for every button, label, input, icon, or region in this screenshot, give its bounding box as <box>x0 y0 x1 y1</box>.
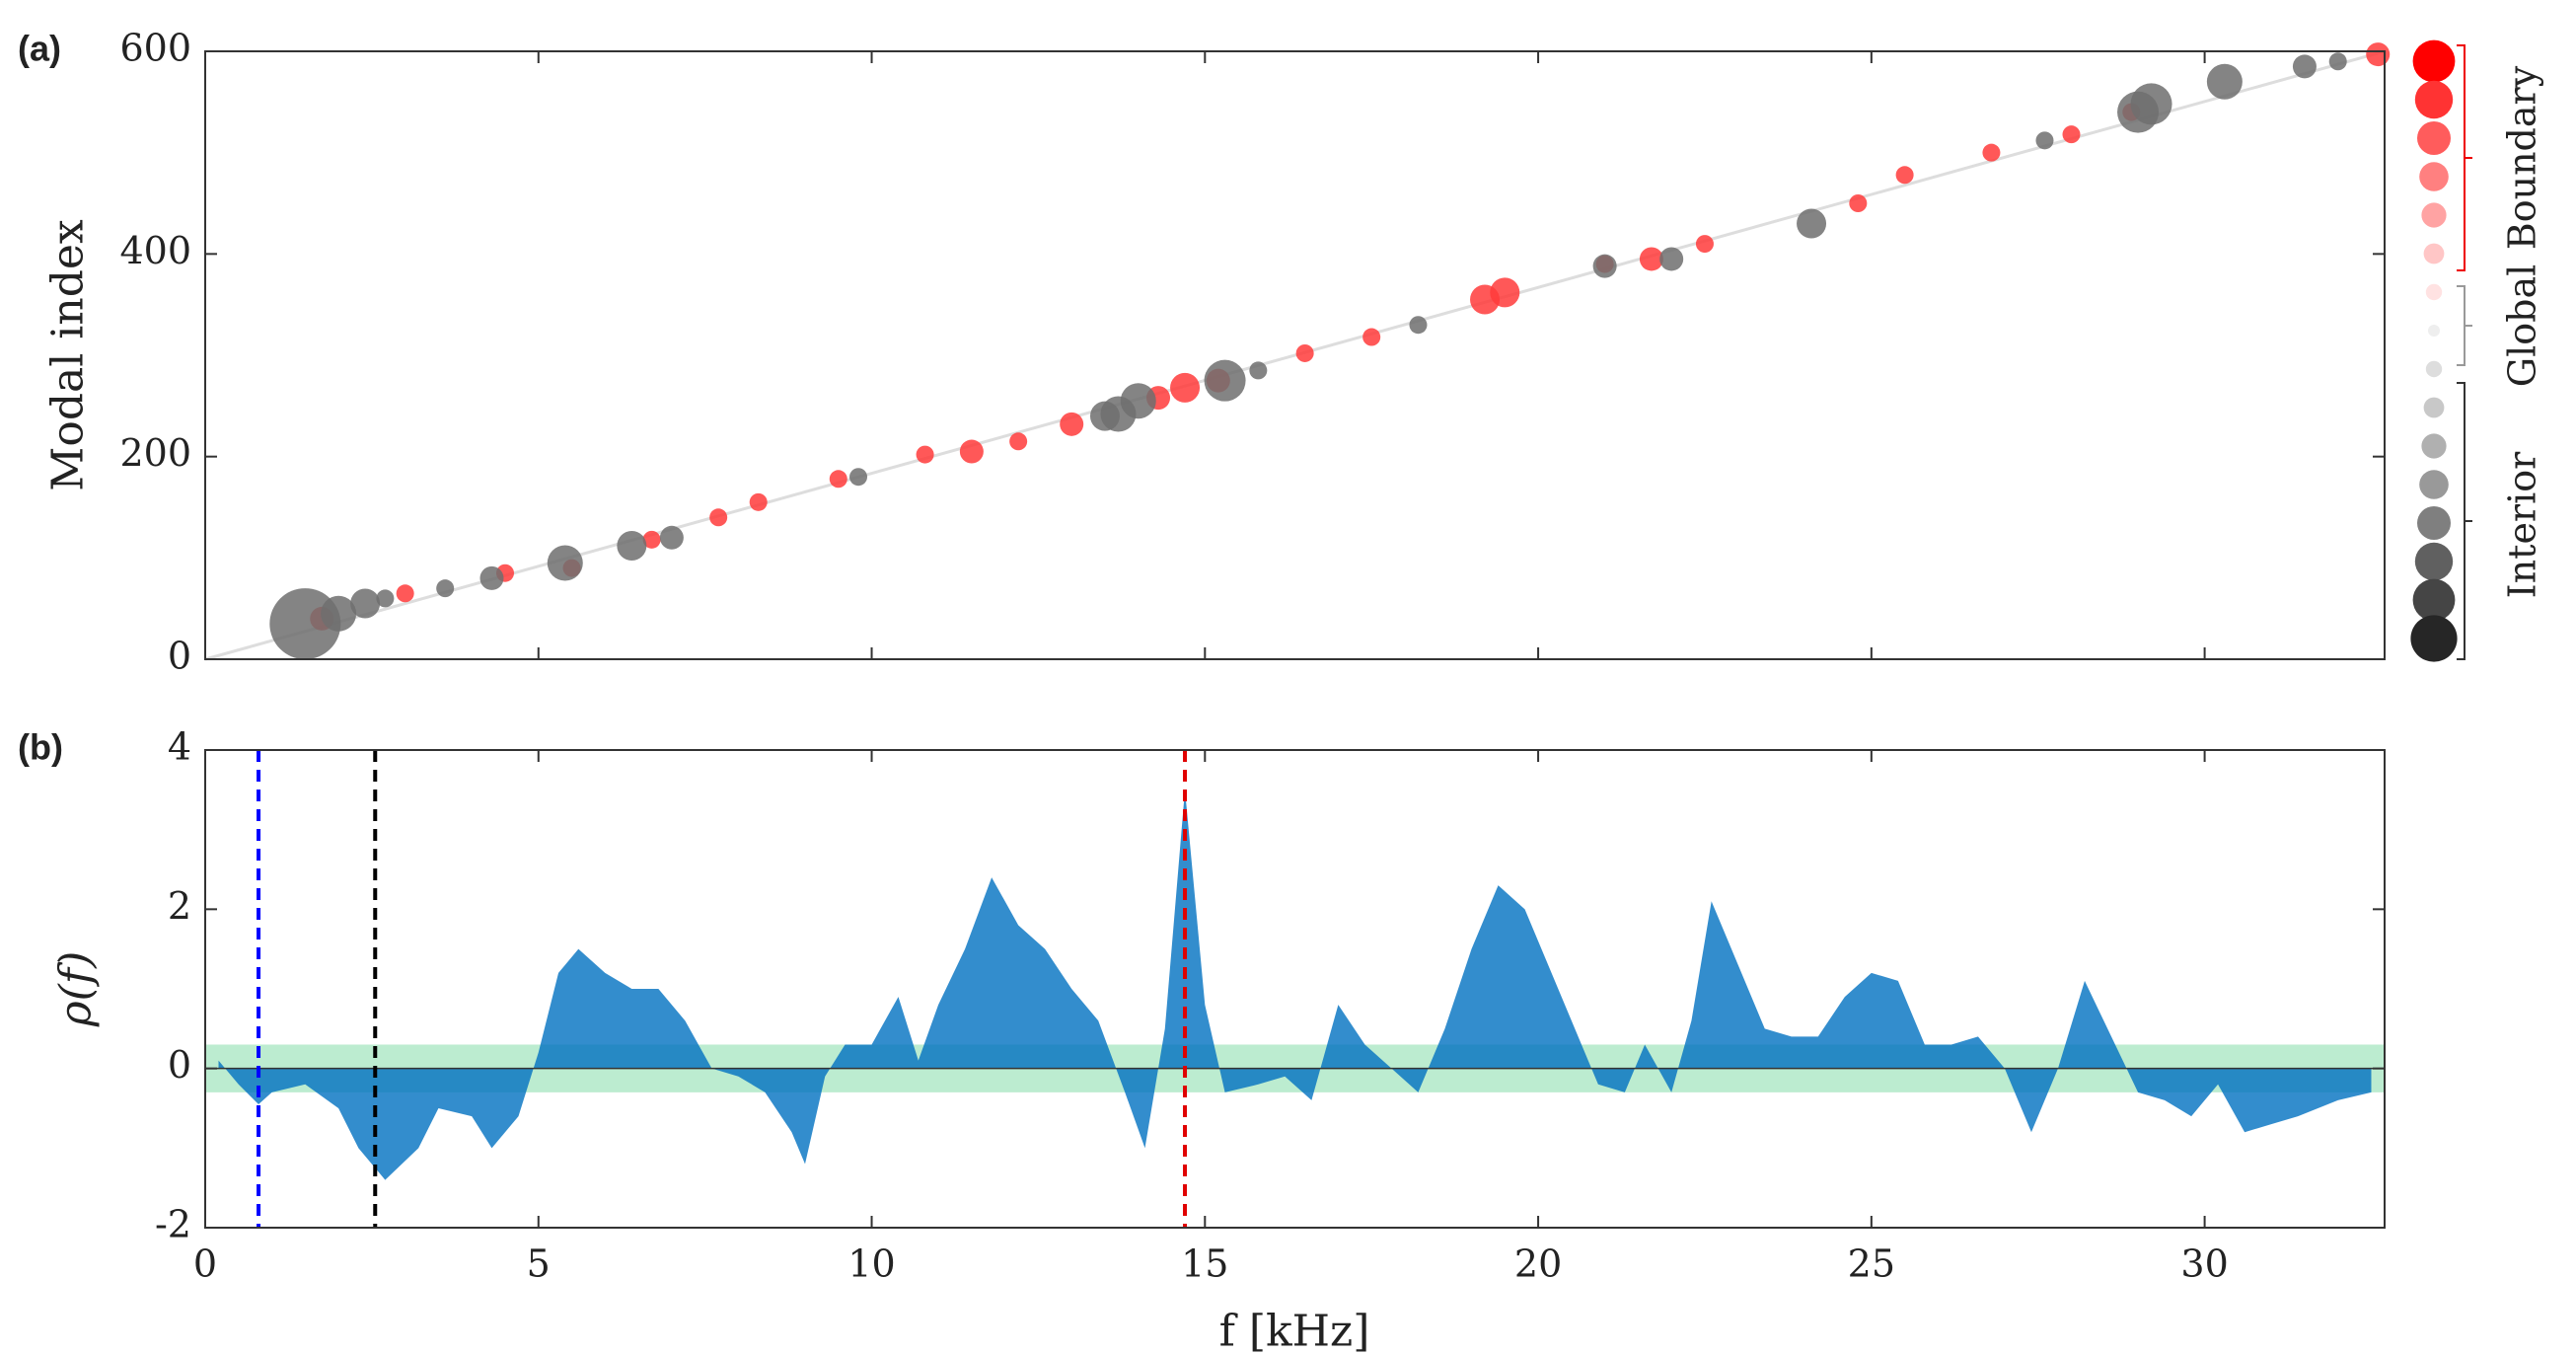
point <box>1249 361 1268 380</box>
point <box>436 579 455 598</box>
trend <box>204 49 2386 661</box>
x-tick-label: 30 <box>2180 1242 2228 1286</box>
legend-bubble <box>2425 283 2443 301</box>
x-tick-label: 0 <box>193 1242 217 1286</box>
legend-bubble <box>2423 397 2445 418</box>
point <box>829 470 847 489</box>
point <box>709 508 728 527</box>
legend-label: Global <box>2501 264 2544 388</box>
point <box>2130 83 2172 125</box>
legend-bubble <box>2419 162 2449 191</box>
point <box>1009 432 1028 451</box>
y-tick-label: 200 <box>119 431 191 475</box>
point <box>1409 316 1428 335</box>
point <box>2206 63 2243 100</box>
point <box>1639 247 1663 271</box>
point <box>1849 194 1868 212</box>
legend-bubble <box>2414 80 2454 119</box>
point <box>396 584 414 603</box>
legend-bubble <box>2421 202 2447 228</box>
x-axis-label: f [kHz] <box>1219 1307 1370 1354</box>
axes-box <box>204 749 2386 1229</box>
point <box>1204 359 1246 402</box>
point <box>2062 125 2081 144</box>
point <box>1695 235 1714 254</box>
y-axis-label: ρ(f) <box>51 951 102 1027</box>
point <box>321 595 357 632</box>
point <box>1982 143 2001 162</box>
legend-bubble <box>2423 243 2445 264</box>
legend-label: Boundary <box>2501 65 2544 250</box>
panel-label: (a) <box>18 29 61 69</box>
point <box>1362 328 1381 346</box>
y-tick-label: 2 <box>168 884 191 928</box>
legend-brace <box>2457 382 2472 660</box>
point <box>547 545 583 581</box>
point <box>1490 277 1520 308</box>
y-tick-label: 4 <box>168 725 191 769</box>
axes-box <box>204 50 2386 660</box>
panel-label: (b) <box>18 727 63 768</box>
point <box>1060 412 1084 436</box>
x-tick-label: 10 <box>847 1242 895 1286</box>
point <box>2292 54 2317 79</box>
point <box>916 445 934 464</box>
point <box>617 531 647 562</box>
point <box>2328 52 2347 71</box>
point <box>1295 343 1314 362</box>
legend-bubble <box>2419 470 2449 499</box>
x-tick-label: 5 <box>527 1242 551 1286</box>
legend-bubble <box>2412 39 2456 83</box>
y-tick-label: 0 <box>168 635 191 678</box>
y-tick-label: 600 <box>119 27 191 70</box>
y-axis-label: Modal index <box>43 219 94 491</box>
legend-bubble <box>2412 578 2456 622</box>
legend-bubble <box>2417 506 2451 540</box>
y-tick-label: 400 <box>119 229 191 272</box>
x-tick-label: 20 <box>1514 1242 1562 1286</box>
legend-bubble <box>2414 542 2454 581</box>
point <box>376 589 395 608</box>
point <box>1659 247 1684 271</box>
legend-bubble <box>2428 325 2440 337</box>
point <box>479 565 504 590</box>
area <box>218 790 2372 1180</box>
legend-brace <box>2457 285 2472 366</box>
point <box>959 439 984 464</box>
point <box>1170 372 1201 403</box>
x-tick-label: 25 <box>1848 1242 1895 1286</box>
point <box>2035 131 2054 150</box>
legend-brace <box>2457 44 2472 271</box>
point <box>1120 383 1156 419</box>
legend-bubble <box>2410 615 2458 662</box>
x-tick-label: 15 <box>1181 1242 1228 1286</box>
y-tick-label: -2 <box>155 1203 191 1246</box>
point <box>1592 254 1617 278</box>
point <box>1797 208 1827 239</box>
point <box>749 492 768 511</box>
point <box>350 588 381 619</box>
legend-bubble <box>2425 360 2443 378</box>
y-tick-label: 0 <box>168 1043 191 1087</box>
legend-label: Interior <box>2501 451 2544 598</box>
legend-bubble <box>2417 121 2451 155</box>
point <box>1895 166 1914 185</box>
point <box>2366 42 2391 67</box>
point <box>659 525 684 550</box>
legend-bubble <box>2421 433 2447 459</box>
point <box>642 530 661 549</box>
point <box>849 468 868 487</box>
